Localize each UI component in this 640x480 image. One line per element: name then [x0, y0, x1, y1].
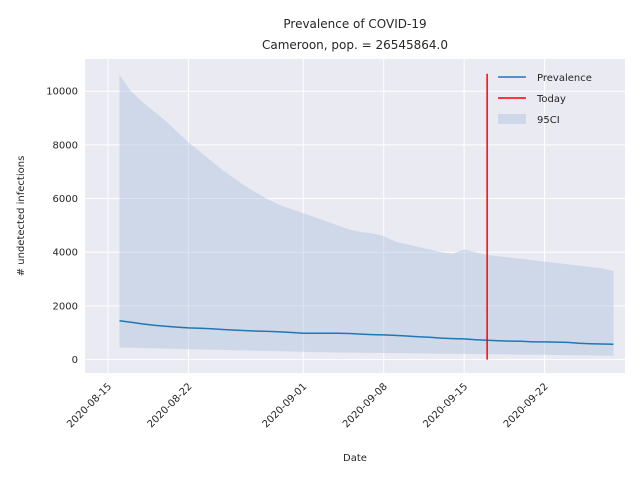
y-tick-label: 10000	[46, 87, 78, 98]
x-tick-label: 2020-08-22	[146, 381, 195, 430]
plot-area	[85, 59, 625, 373]
chart-subtitle: Cameroon, pop. = 26545864.0	[262, 38, 448, 52]
prevalence-line	[119, 319, 614, 346]
x-tick-label: 2020-09-15	[421, 381, 470, 430]
legend: Prevalence Today 95CI	[498, 73, 592, 126]
x-tick-labels: 2020-08-15 2020-08-22 2020-09-01 2020-09-08…	[65, 381, 550, 430]
legend-ci-swatch	[498, 114, 526, 124]
y-tick-label: 2000	[53, 301, 78, 312]
y-tick-label: 6000	[53, 194, 78, 205]
chart-title: Prevalence of COVID-19	[283, 17, 426, 31]
x-tick-label: 2020-09-01	[261, 381, 310, 430]
legend-prevalence-label: Prevalence	[537, 73, 592, 84]
x-tick-label: 2020-09-08	[341, 381, 390, 430]
y-tick-label: 8000	[53, 140, 78, 151]
y-tick-label: 0	[72, 355, 78, 366]
x-tick-label: 2020-09-22	[502, 381, 551, 430]
ci-band-layer	[119, 75, 614, 356]
x-axis-label: Date	[343, 453, 367, 464]
legend-today-label: Today	[536, 94, 566, 105]
grid	[85, 59, 625, 373]
prevalence-line-layer	[119, 319, 614, 346]
y-tick-label: 4000	[53, 248, 78, 259]
ci-band	[119, 75, 614, 356]
legend-ci-label: 95CI	[537, 115, 560, 126]
y-axis-label: # undetected infections	[16, 156, 27, 277]
y-tick-labels: 0 2000 4000 6000 8000 10000	[46, 87, 78, 366]
x-tick-label: 2020-08-15	[65, 381, 114, 430]
